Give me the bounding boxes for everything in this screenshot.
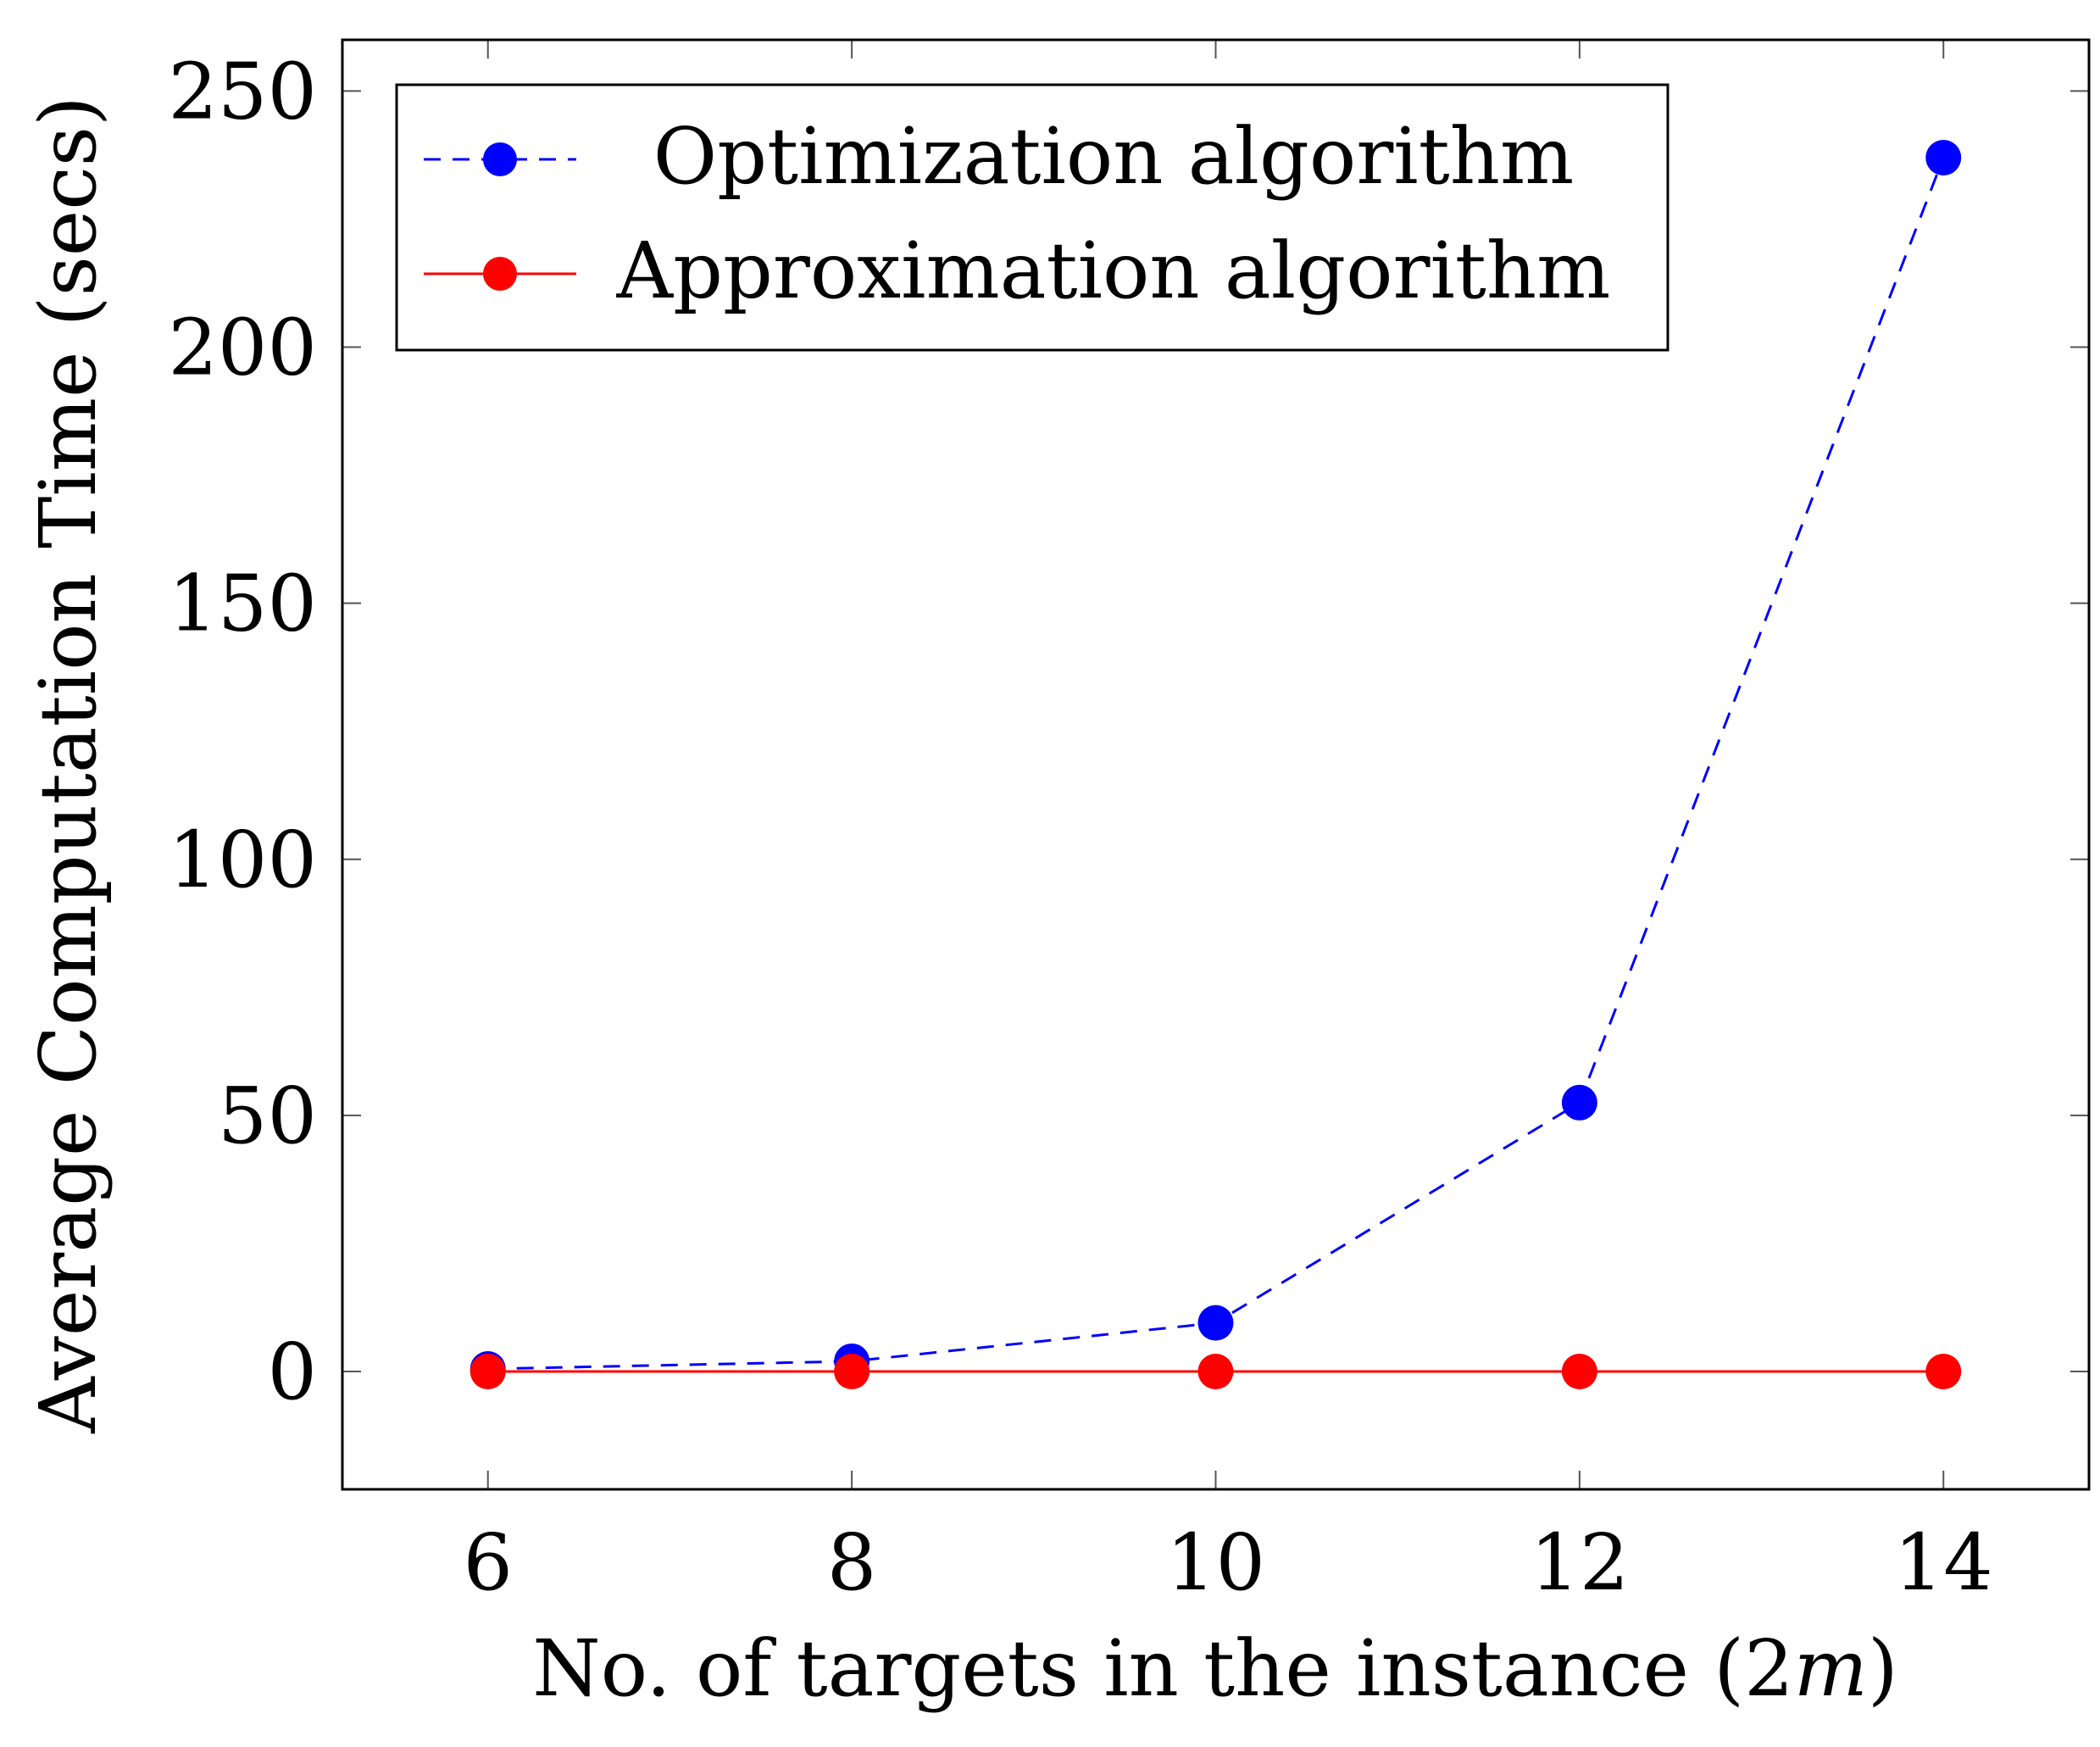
- legend-optimization-marker: [483, 142, 517, 176]
- series-1-point: [469, 1354, 506, 1390]
- series-0-point: [1197, 1305, 1234, 1341]
- x-tick-label: 8: [827, 1517, 877, 1608]
- x-tick-label: 12: [1530, 1517, 1629, 1608]
- legend: Optimization algorithm Approximation alg…: [395, 83, 1669, 352]
- y-tick-label: 150: [168, 559, 317, 649]
- series-1-point: [834, 1354, 870, 1390]
- legend-approximation-marker: [483, 257, 517, 291]
- tick-labels: 6 8 10 12 14 0 50 100 150 200 250: [168, 46, 1992, 1608]
- y-tick-label: 250: [168, 46, 317, 136]
- y-tick-label: 100: [168, 815, 317, 905]
- legend-optimization-label: Optimization algorithm: [653, 111, 1574, 202]
- series-layer: [469, 139, 1962, 1390]
- axis-ticks: [342, 40, 2089, 1489]
- plot-frame: [341, 38, 2091, 1491]
- y-tick-label: 50: [218, 1071, 317, 1161]
- legend-approximation-label: Approximation algorithm: [616, 225, 1611, 316]
- series-1-point: [1197, 1354, 1234, 1390]
- y-tick-label: 200: [168, 303, 317, 393]
- y-tick-label: 0: [267, 1327, 317, 1417]
- x-tick-label: 14: [1894, 1517, 1993, 1608]
- x-tick-label: 10: [1166, 1517, 1265, 1608]
- series-1-point: [1561, 1354, 1597, 1390]
- legend-box: [395, 83, 1669, 352]
- x-axis-label: No. of targets in the instance (2m): [532, 1623, 1898, 1714]
- y-axis-label: Average Computation Time (secs): [23, 96, 114, 1434]
- series-1-point: [1925, 1354, 1962, 1390]
- series-0-point: [1561, 1084, 1597, 1121]
- x-tick-label: 6: [463, 1517, 513, 1608]
- series-0-point: [1925, 139, 1962, 175]
